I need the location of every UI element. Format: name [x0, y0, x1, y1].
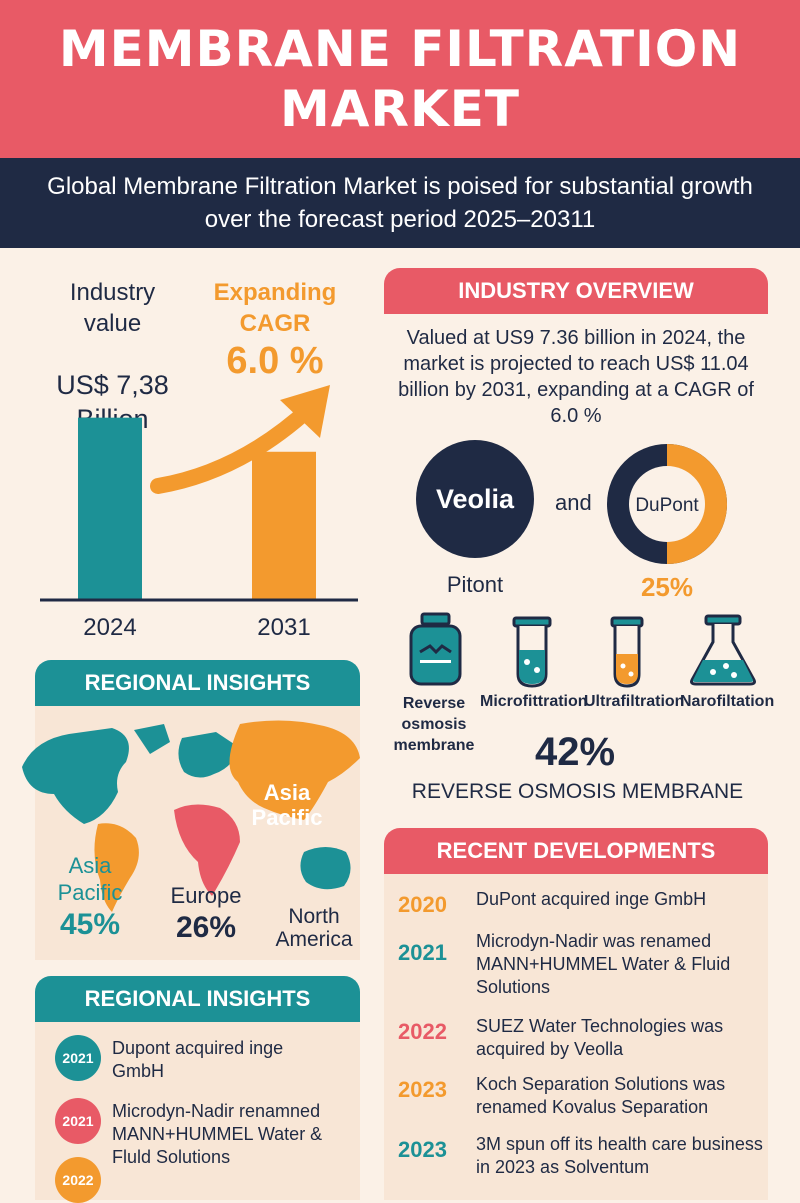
segment-label-micro: Microfittration	[480, 693, 588, 710]
development-row: 2022 SUEZ Water Technologies was acquire…	[398, 1015, 768, 1075]
flask-icon	[690, 614, 756, 686]
jar-icon	[409, 612, 462, 686]
developments-title: RECENT DEVELOPMENTS	[436, 838, 716, 863]
regional-title: REGIONAL INSIGHTS	[84, 670, 311, 695]
region-asia-pacific-name: Asia Pacific	[57, 853, 123, 905]
development-text: 3M spun off its health care business in …	[476, 1134, 763, 1177]
title-banner: MEMBRANE FILTRATION MARKET	[0, 0, 800, 158]
cagr-label: Expanding CAGR	[213, 279, 337, 337]
developments-header: RECENT DEVELOPMENTS	[384, 828, 768, 874]
asia-shape	[229, 720, 360, 820]
overview-header: INDUSTRY OVERVIEW	[384, 268, 768, 314]
value-bar-chart: 2024 2031	[40, 385, 358, 641]
development-text: DuPont acquired inge GmbH	[476, 889, 707, 909]
australia-shape	[300, 847, 351, 890]
company1-caption: Pitont	[446, 572, 504, 597]
chart-x-labels: 2024 2031	[83, 614, 310, 641]
bar-2024	[78, 417, 142, 600]
regional-header: REGIONAL INSIGHTS	[35, 660, 360, 706]
development-year: 2023	[398, 1137, 447, 1162]
map-label-asia-pacific: Asia Pacific	[251, 780, 323, 830]
veolia-label: Veolia	[435, 483, 515, 514]
development-row: 2020 DuPont acquired inge GmbH	[398, 888, 768, 948]
test-tube-icon	[610, 616, 644, 688]
region-north-america-name: North America	[275, 905, 353, 951]
segment-label-nano: Narofiltation	[680, 693, 775, 710]
region-europe-name: Europe	[170, 883, 242, 908]
overview-text: Valued at US9 7.36 billion in 2024, the …	[398, 327, 754, 427]
page-title: MEMBRANE FILTRATION MARKET	[58, 20, 742, 138]
development-year: 2021	[398, 940, 447, 965]
overview-title: INDUSTRY OVERVIEW	[458, 278, 694, 303]
bar-2031	[252, 451, 316, 600]
industry-value-label: Industry value	[69, 279, 156, 337]
cagr-value: 6.0 %	[226, 340, 324, 382]
dupont-label: DuPont	[635, 495, 699, 516]
company2-caption: 25%	[640, 572, 694, 602]
and-connector: and	[555, 490, 592, 515]
growth-arrow-head	[280, 385, 330, 438]
development-row: 2023 3M spun off its health care busines…	[398, 1133, 768, 1193]
regional2-year-badge: 2021	[55, 1098, 101, 1144]
development-row: 2021 Microdyn-Nadir was renamed MANN+HUM…	[398, 930, 768, 997]
regional2-text: Microdyn-Nadir renamned MANN+HUMMEL Wate…	[112, 1101, 323, 1167]
test-tube-icon	[512, 616, 552, 688]
segment-label-ultra: Ultrafiltration	[584, 693, 685, 710]
chart-bars	[78, 417, 316, 600]
growth-arrow-shaft	[150, 400, 318, 494]
donut-hole	[629, 466, 705, 542]
development-text: Koch Separation Solutions was renamed Ko…	[476, 1074, 726, 1117]
regional2-text: Dupont acquired inge GmbH	[112, 1038, 284, 1081]
development-row: 2023 Koch Separation Solutions was renam…	[398, 1073, 768, 1133]
europe-shape	[178, 732, 240, 778]
ro-share-value: 42%	[534, 730, 616, 774]
x-tick-label: 2031	[257, 614, 310, 641]
subtitle-banner: Global Membrane Filtration Market is poi…	[0, 158, 800, 248]
development-year: 2023	[398, 1077, 447, 1102]
world-map	[22, 720, 360, 912]
segment-label-ro: Reverse osmosis membrane	[393, 695, 475, 754]
veolia-circle: Veolia	[416, 440, 534, 558]
development-year: 2022	[398, 1019, 447, 1044]
africa-shape	[174, 804, 240, 896]
dupont-donut: DuPont	[607, 444, 727, 564]
regional2-title: REGIONAL INSIGHTS	[84, 986, 311, 1011]
developments-panel	[384, 874, 768, 1200]
regional2-year-badge: 2021	[55, 1035, 101, 1081]
south-america-shape	[94, 823, 139, 912]
north-america-shape	[22, 728, 129, 824]
page-subtitle: Global Membrane Filtration Market is poi…	[47, 173, 753, 233]
region-europe-share: 26%	[175, 911, 237, 944]
development-text: Microdyn-Nadir was renamed MANN+HUMMEL W…	[476, 931, 731, 997]
development-text: SUEZ Water Technologies was acquired by …	[476, 1016, 724, 1059]
region-asia-pacific-share: 45%	[59, 908, 121, 941]
x-tick-label: 2024	[83, 614, 136, 641]
regional2-year-badge: 2022	[55, 1157, 101, 1203]
greenland-shape	[134, 724, 170, 754]
development-year: 2020	[398, 892, 447, 917]
regional2-header: REGIONAL INSIGHTS	[35, 976, 360, 1022]
ro-share-label: REVERSE OSMOSIS MEMBRANE	[411, 780, 744, 803]
